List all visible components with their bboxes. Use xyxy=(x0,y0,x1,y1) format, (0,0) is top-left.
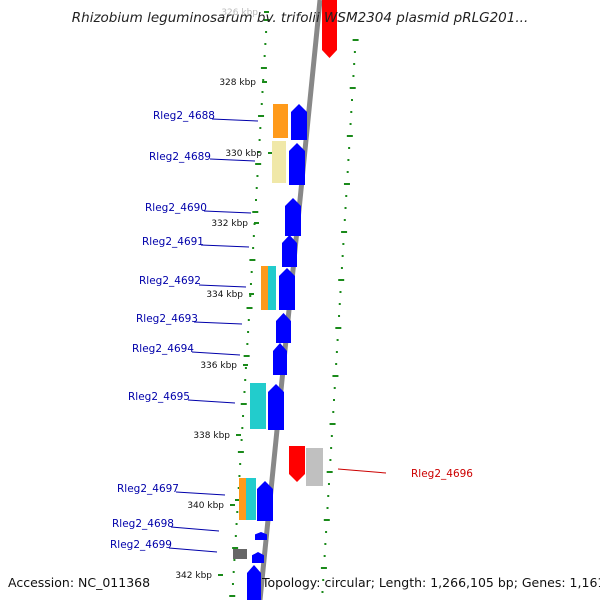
kbp-label: 340 kbp xyxy=(187,501,224,511)
gene-leader-line xyxy=(169,548,217,552)
forward-cds-arrow xyxy=(289,143,305,185)
gene-label: Rleg2_4693 xyxy=(136,313,198,325)
gene-label: Rleg2_4697 xyxy=(117,483,179,495)
cog-category-block xyxy=(273,104,281,138)
gene-leader-line xyxy=(188,400,235,403)
kbp-label: 328 kbp xyxy=(219,78,256,88)
forward-cds-arrow xyxy=(247,565,261,600)
gene-leader-line xyxy=(338,469,386,473)
forward-cds-arrow xyxy=(268,384,284,430)
forward-cds-arrow xyxy=(291,104,307,140)
gene-leader-line xyxy=(201,245,249,247)
cog-category-block xyxy=(239,478,246,520)
map-title: Rhizobium leguminosarum bv. trifolii WSM… xyxy=(0,10,600,26)
kbp-label: 330 kbp xyxy=(225,149,262,159)
gene-leader-line xyxy=(171,527,219,531)
gene-label: Rleg2_4691 xyxy=(142,236,204,248)
cog-category-block xyxy=(261,266,268,310)
gene-label: Rleg2_4699 xyxy=(110,539,172,551)
gene-leader-line xyxy=(176,492,225,495)
gene-label: Rleg2_4698 xyxy=(112,518,174,530)
kbp-label: 338 kbp xyxy=(193,431,230,441)
topology-label: Topology: circular; Length: 1,266,105 bp… xyxy=(262,575,600,590)
forward-cds-arrow xyxy=(257,481,273,521)
gene-label: Rleg2_4688 xyxy=(153,110,215,122)
gene-label: Rleg2_4692 xyxy=(139,275,201,287)
kbp-label: 336 kbp xyxy=(200,361,237,371)
forward-cds-arrow xyxy=(285,198,301,236)
gene-leader-line xyxy=(199,285,246,287)
cog-category-block xyxy=(233,549,247,559)
gene-leader-line xyxy=(192,352,240,355)
kbp-label: 332 kbp xyxy=(211,219,248,229)
kbp-label: 342 kbp xyxy=(175,571,212,581)
cog-category-block xyxy=(281,104,288,138)
gene-leader-line xyxy=(204,211,251,213)
gene-label: Rleg2_4689 xyxy=(149,151,211,163)
reverse-cds-arrow xyxy=(322,0,337,58)
gene-label: Rleg2_4690 xyxy=(145,202,207,214)
cog-category-block xyxy=(272,141,286,183)
gene-label: Rleg2_4695 xyxy=(128,391,190,403)
forward-cds-arrow xyxy=(279,268,295,310)
cog-category-block xyxy=(250,383,266,429)
cog-category-block xyxy=(268,266,276,310)
cog-category-block xyxy=(306,448,323,486)
gene-label: Rleg2_4696 xyxy=(411,468,473,480)
accession-label: Accession: NC_011368 xyxy=(8,575,150,590)
gene-leader-line xyxy=(212,119,258,121)
gene-leader-line xyxy=(210,159,255,161)
gene-label: Rleg2_4694 xyxy=(132,343,194,355)
kbp-label: 334 kbp xyxy=(206,290,243,300)
gene-leader-line xyxy=(194,322,242,324)
reverse-cds-arrow xyxy=(289,446,305,482)
cog-category-block xyxy=(246,478,256,520)
